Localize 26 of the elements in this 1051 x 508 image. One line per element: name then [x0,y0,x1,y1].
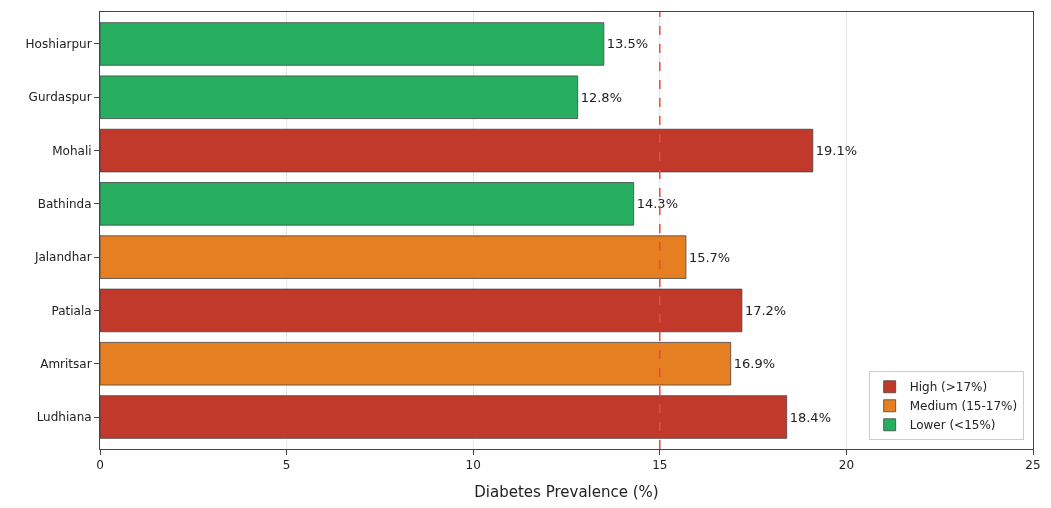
data-label: 12.8% [580,89,623,105]
x-axis-title: Diabetes Prevalence (%) [474,483,659,502]
data-label: 14.3% [636,196,678,212]
y-tick-label: Ludhiana [36,410,92,425]
x-tick-label: 20 [838,458,855,473]
data-label: 18.4% [789,409,831,425]
data-label: 17.2% [744,302,787,318]
y-tick-label: Hoshiarpur [25,37,92,52]
y-tick-label: Mohali [52,143,92,158]
x-tick-label: 25 [1025,458,1041,473]
data-label: 16.9% [733,356,776,372]
x-tick-label: 10 [465,458,481,473]
legend-label: Lower (<15%) [909,418,996,433]
data-label: 15.7% [688,249,731,265]
y-tick-label: Gurdaspur [28,90,92,105]
x-tick-label: 15 [652,458,668,473]
x-tick-label: 5 [282,458,291,473]
y-tick-label: Patiala [51,303,92,318]
legend-label: Medium (15-17%) [909,399,1018,414]
x-tick-label: 0 [96,458,104,473]
y-tick-label: Bathinda [37,197,92,212]
legend-label: High (>17%) [909,380,988,395]
data-label: 19.1% [815,143,858,159]
y-tick-label: Jalandhar [33,250,92,265]
y-tick-label: Amritsar [40,356,92,371]
data-label: 13.5% [606,36,649,52]
